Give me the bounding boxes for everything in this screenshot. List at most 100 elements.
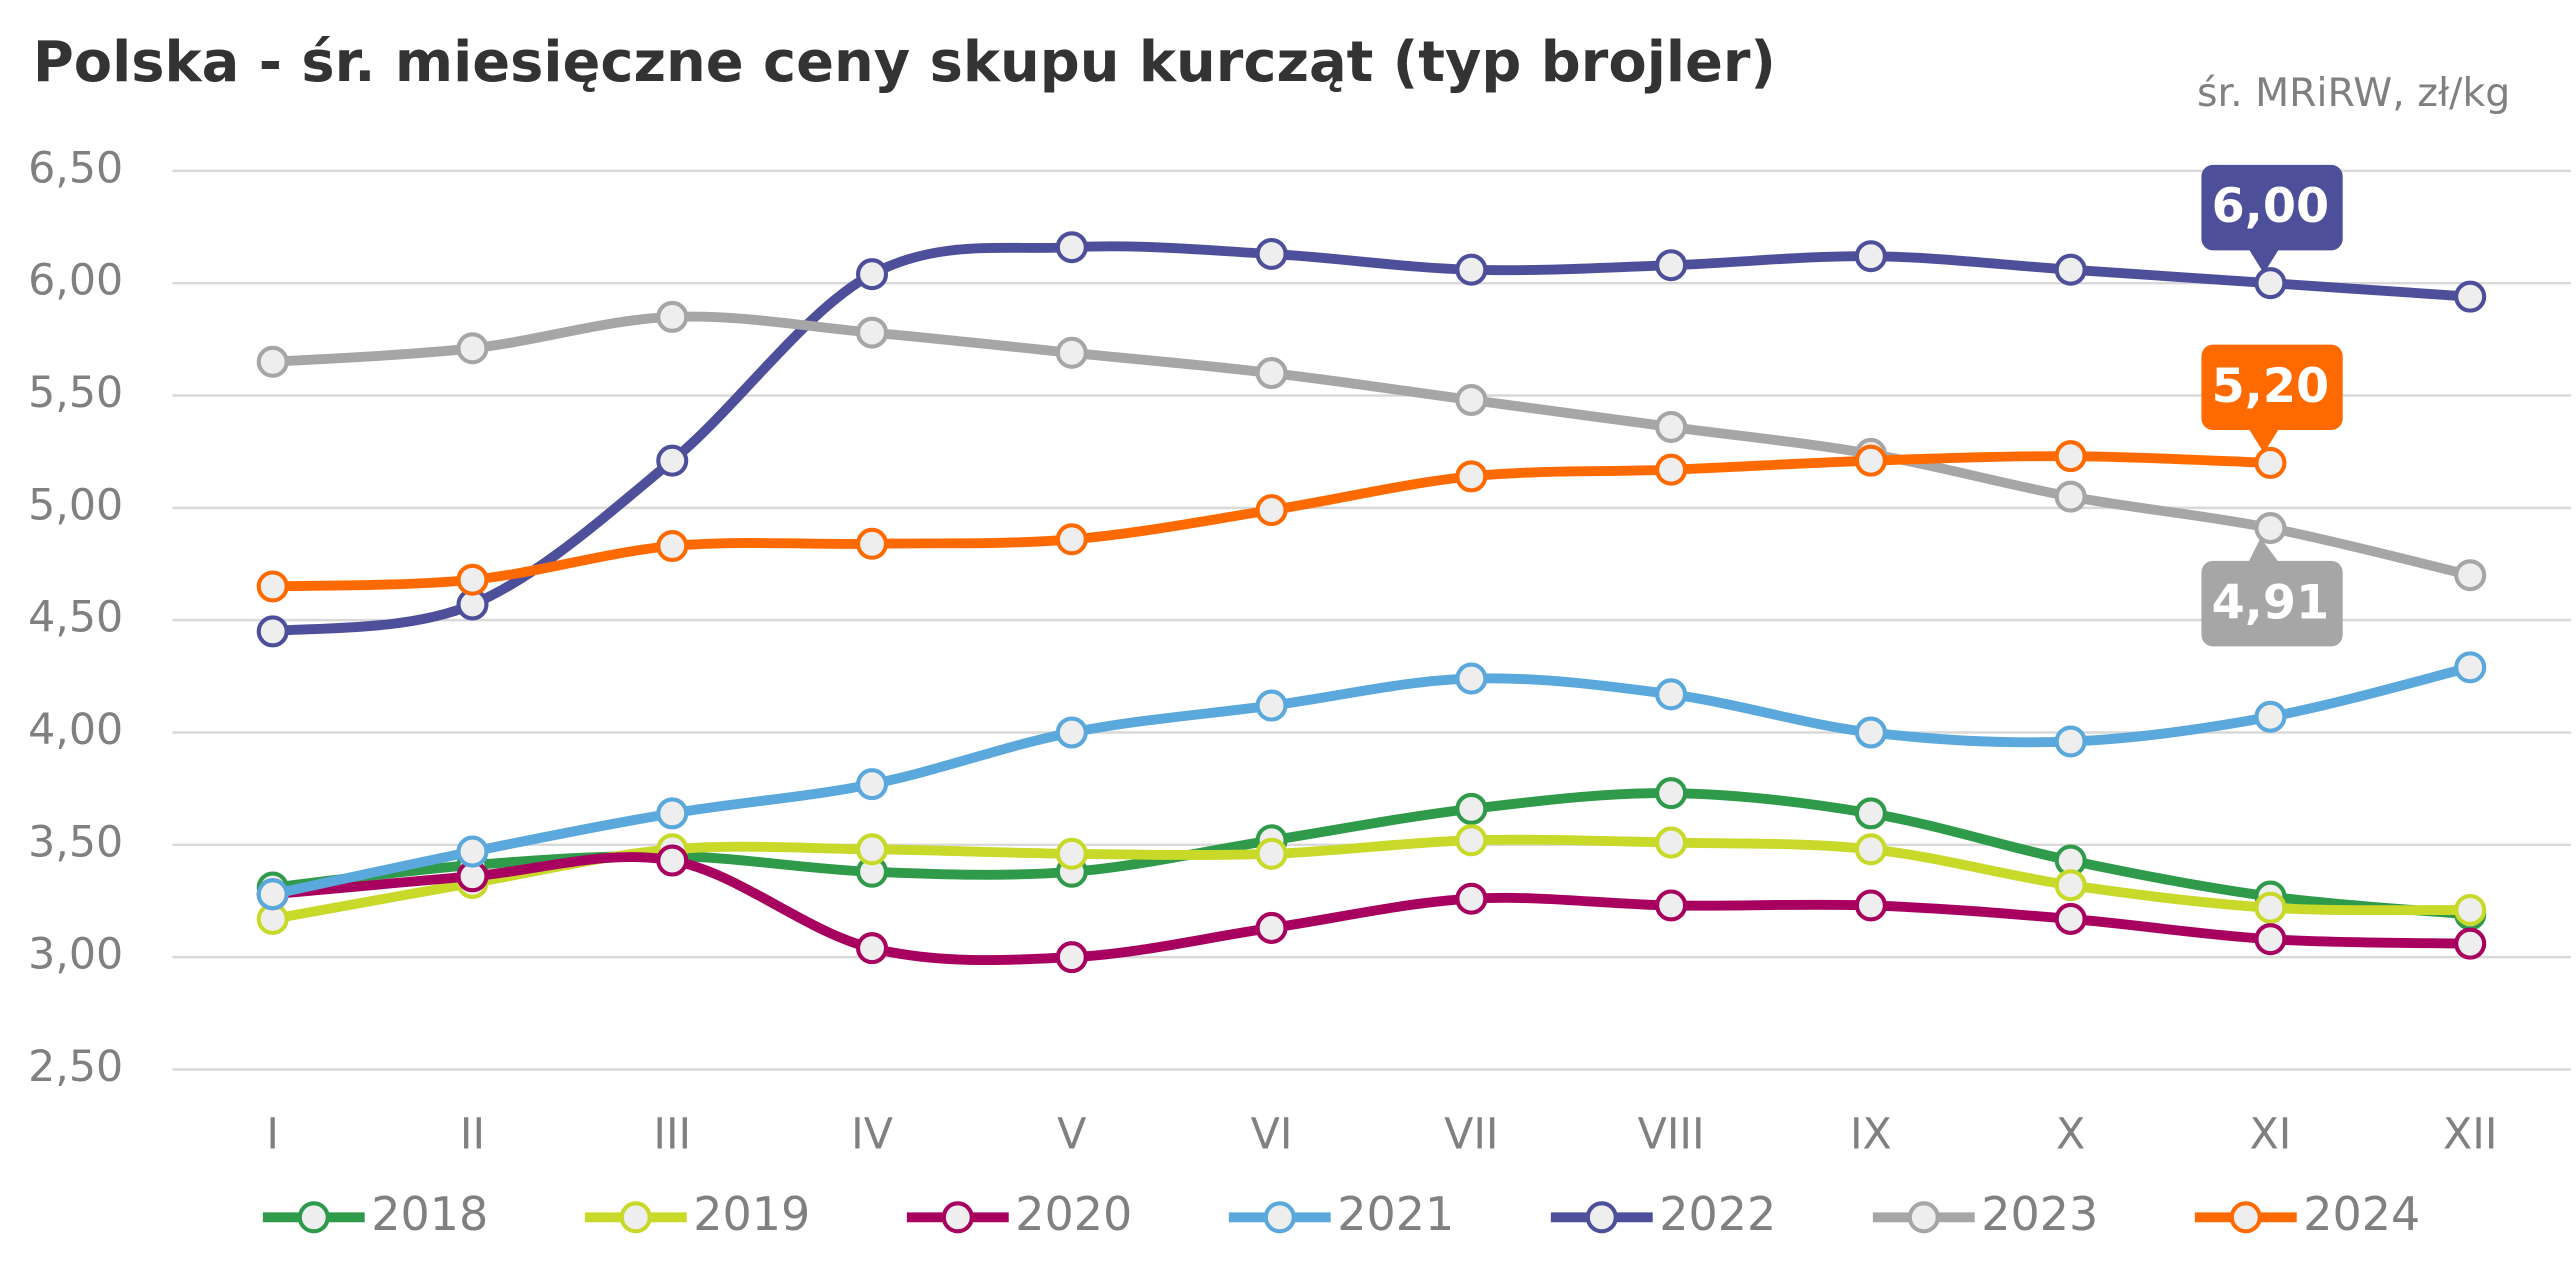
point-marker xyxy=(656,444,689,477)
point-marker xyxy=(856,833,889,866)
callout-pointer xyxy=(2247,247,2281,274)
point-marker xyxy=(856,768,889,801)
x-tick-label: II xyxy=(460,1109,485,1159)
point-marker xyxy=(1854,797,1887,830)
point-marker xyxy=(1854,444,1887,477)
point-marker xyxy=(2054,725,2087,758)
x-tick-label: III xyxy=(653,1109,691,1159)
point-marker xyxy=(2254,923,2287,956)
point-marker xyxy=(2254,512,2287,545)
x-tick-label: VII xyxy=(1444,1109,1498,1159)
chart-subtitle: śr. MRiRW, zł/kg xyxy=(2197,70,2510,116)
series-line xyxy=(271,662,2472,900)
legend-marker xyxy=(297,1201,330,1234)
series xyxy=(256,440,2287,603)
legend-marker xyxy=(941,1201,974,1234)
legend-label: 2023 xyxy=(1981,1187,2098,1241)
callout-box xyxy=(2201,560,2343,647)
y-tick-label: 6,50 xyxy=(28,143,123,193)
point-marker xyxy=(1655,453,1688,486)
point-marker xyxy=(256,615,289,648)
point-marker xyxy=(256,878,289,911)
x-tick-label: XI xyxy=(2249,1109,2291,1159)
series xyxy=(256,777,2487,931)
callout-box xyxy=(2201,344,2343,431)
point-marker xyxy=(1055,837,1088,870)
legend-marker xyxy=(1585,1201,1618,1234)
point-marker xyxy=(1455,460,1488,493)
point-marker xyxy=(256,345,289,378)
point-marker xyxy=(1655,777,1688,810)
y-tick-label: 4,50 xyxy=(28,593,123,643)
legend-marker xyxy=(2229,1201,2262,1234)
point-marker xyxy=(2054,253,2087,286)
point-marker xyxy=(1655,889,1688,922)
point-marker xyxy=(656,300,689,333)
point-marker xyxy=(656,844,689,877)
point-marker xyxy=(1455,253,1488,286)
point-marker xyxy=(1055,523,1088,556)
point-marker xyxy=(1854,833,1887,866)
data-label: 5,20 xyxy=(2212,359,2330,414)
point-marker xyxy=(256,570,289,603)
point-marker xyxy=(1055,336,1088,369)
series xyxy=(256,651,2487,911)
series xyxy=(256,300,2487,592)
legend-marker xyxy=(1907,1201,1940,1234)
point-marker xyxy=(2054,869,2087,902)
point-marker xyxy=(2254,446,2287,479)
point-marker xyxy=(1255,357,1288,390)
y-tick-label: 6,00 xyxy=(28,256,123,306)
legend-label: 2018 xyxy=(371,1187,488,1241)
point-marker xyxy=(2054,902,2087,935)
point-marker xyxy=(656,530,689,563)
data-label: 4,91 xyxy=(2212,575,2330,630)
callout-pointer xyxy=(2247,537,2281,565)
point-marker xyxy=(2454,893,2487,926)
point-marker xyxy=(856,316,889,349)
y-tick-label: 3,00 xyxy=(28,930,123,980)
legend-label: 2020 xyxy=(1015,1187,1132,1241)
point-marker xyxy=(1854,889,1887,922)
point-marker xyxy=(2454,280,2487,313)
series xyxy=(256,844,2487,974)
series-line xyxy=(272,852,2471,966)
y-tick-label: 2,50 xyxy=(28,1042,123,1092)
point-marker xyxy=(456,332,489,365)
data-label: 6,00 xyxy=(2212,179,2330,234)
y-tick-label: 5,00 xyxy=(28,480,123,530)
point-marker xyxy=(1455,882,1488,915)
point-marker xyxy=(1854,716,1887,749)
y-tick-label: 5,50 xyxy=(28,368,123,418)
point-marker xyxy=(1055,716,1088,749)
point-marker xyxy=(2454,651,2487,684)
series-line xyxy=(271,834,2471,924)
point-marker xyxy=(2454,559,2487,592)
point-marker xyxy=(1655,249,1688,282)
point-marker xyxy=(1655,678,1688,711)
legend-marker xyxy=(619,1201,652,1234)
x-tick-label: V xyxy=(1057,1109,1086,1159)
point-marker xyxy=(2454,927,2487,960)
callout-pointer xyxy=(2247,426,2281,454)
point-marker xyxy=(456,835,489,868)
point-marker xyxy=(1055,941,1088,974)
point-marker xyxy=(1455,824,1488,857)
point-marker xyxy=(2254,267,2287,300)
point-marker xyxy=(856,258,889,291)
point-marker xyxy=(1255,237,1288,270)
point-marker xyxy=(1455,383,1488,417)
point-marker xyxy=(1255,689,1288,722)
point-marker xyxy=(1455,662,1488,695)
point-marker xyxy=(1055,231,1088,264)
point-marker xyxy=(1655,410,1688,443)
legend-label: 2021 xyxy=(1337,1187,1454,1241)
legend-label: 2024 xyxy=(2303,1187,2420,1241)
point-marker xyxy=(1655,826,1688,859)
legend-label: 2019 xyxy=(693,1187,810,1241)
x-tick-label: VI xyxy=(1251,1109,1293,1159)
chart-title: Polska - śr. miesięczne ceny skupu kurcz… xyxy=(33,30,1776,95)
x-tick-label: I xyxy=(266,1109,279,1159)
